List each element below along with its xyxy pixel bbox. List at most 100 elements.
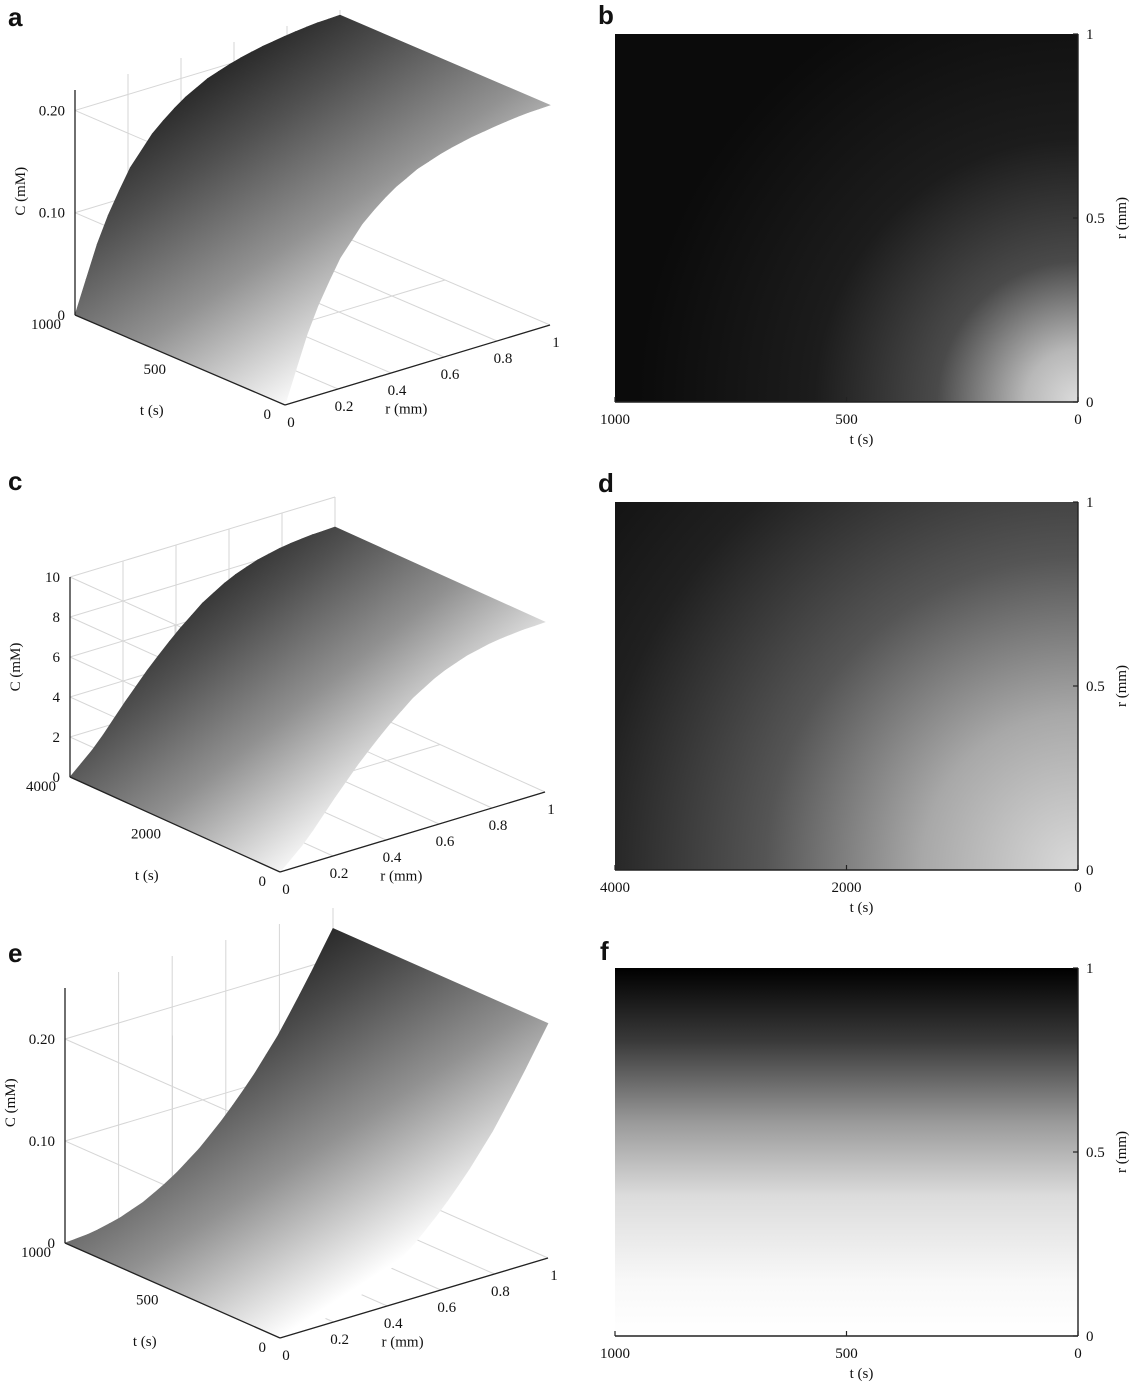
r-tick-0: 0 <box>282 882 290 898</box>
panel-f-r-ticks: 0 0.5 1 <box>1086 961 1105 1345</box>
panel-e-axes <box>64 988 549 1339</box>
surface-strip-23 <box>323 526 546 627</box>
r-tick-0: 0 <box>282 1348 290 1364</box>
panel-d-r-label: r (mm) <box>1114 665 1130 707</box>
panel-f-t-ticks: 1000 500 0 <box>600 1346 1082 1362</box>
t-tick-2: 1000 <box>21 1245 51 1261</box>
z-tick-0: 0 <box>53 770 61 786</box>
panel-b-r-label: r (mm) <box>1114 197 1130 239</box>
r-tick-2: 1 <box>1086 27 1094 43</box>
surface-strip-23 <box>328 14 551 110</box>
r-tick-1: 0.2 <box>330 866 349 882</box>
panel-d-heatmap-area <box>615 502 1078 870</box>
r-axis-line <box>279 791 546 873</box>
surface-strip-23 <box>321 928 549 1047</box>
r-tick-0: 0 <box>1086 395 1094 411</box>
panel-b-axes <box>614 33 1079 403</box>
panel-d-t-ticks: 4000 2000 0 <box>600 880 1082 896</box>
r-tick-1: 0.2 <box>335 399 354 415</box>
r-axis-line <box>284 324 551 406</box>
panel-letter-c: c <box>8 466 22 496</box>
t-tick-2: 0 <box>1074 412 1082 428</box>
t-tick-1: 2000 <box>832 880 862 896</box>
panel-b-r-ticks: 0 0.5 1 <box>1086 27 1105 411</box>
panel-letter-e: e <box>8 938 22 968</box>
panel-letter-b: b <box>598 0 614 30</box>
t-tick-0: 1000 <box>600 412 630 428</box>
panel-d-t-label: t (s) <box>850 900 874 916</box>
t-tick-0: 0 <box>264 407 272 423</box>
r-tick-2: 0.4 <box>388 383 407 399</box>
r-tick-0: 0 <box>287 415 295 431</box>
panel-a-surface <box>74 14 551 406</box>
z-tick-0: 0 <box>48 1236 56 1252</box>
panel-a-z-ticks: 0 0.10 0.20 <box>39 103 65 324</box>
panel-f-axes <box>614 967 1079 1337</box>
panel-c-surface-chart: c 0 2 4 6 8 10 0 2000 4000 0 0.2 0.4 0.6… <box>8 466 555 898</box>
t-axis-line <box>64 1242 281 1339</box>
r-tick-3: 0.6 <box>436 834 455 850</box>
r-tick-5: 1 <box>547 802 555 818</box>
panel-c-r-label: r (mm) <box>380 868 422 884</box>
panel-c-t-label: t (s) <box>135 868 159 884</box>
panel-letter-d: d <box>598 468 614 498</box>
panel-c-t-ticks: 0 2000 4000 <box>26 779 266 890</box>
panel-f-heatmap-chart: f 1000 500 0 0 0.5 1 t (s) r (mm) <box>600 936 1130 1382</box>
panel-a-axes <box>74 90 551 406</box>
r-tick-1: 0.5 <box>1086 679 1105 695</box>
panel-f-t-label: t (s) <box>850 1366 874 1382</box>
t-axis-line <box>69 776 281 873</box>
panel-b-heatmap-chart: b 1000 500 0 0 0.5 1 t (s) r (mm) <box>598 0 1130 448</box>
t-tick-0: 4000 <box>600 880 630 896</box>
panel-e-r-label: r (mm) <box>382 1334 424 1350</box>
panel-f-heatmap-area <box>615 968 1078 1336</box>
z-tick-2: 0.20 <box>29 1032 55 1048</box>
grid-line-c-back-5 <box>69 496 336 578</box>
panel-d-axes <box>614 501 1079 871</box>
r-tick-0: 0 <box>1086 1329 1094 1345</box>
r-tick-2: 0.4 <box>384 1316 403 1332</box>
panel-a-surface-chart: a 0 0.10 0.20 0 500 1000 0 0.2 0.4 0.6 0… <box>8 2 560 431</box>
z-tick-1: 2 <box>53 730 61 746</box>
r-tick-5: 1 <box>550 1268 558 1284</box>
t-tick-1: 500 <box>144 362 167 378</box>
panel-a-c-label: C (mM) <box>13 167 29 216</box>
panel-c-z-ticks: 0 2 4 6 8 10 <box>45 570 61 786</box>
t-axis-line <box>74 314 286 406</box>
panel-a-r-ticks: 0 0.2 0.4 0.6 0.8 1 <box>287 335 560 431</box>
r-tick-1: 0.5 <box>1086 211 1105 227</box>
t-tick-2: 4000 <box>26 779 56 795</box>
panel-c-surface <box>69 526 546 873</box>
z-tick-2: 4 <box>53 690 61 706</box>
t-tick-1: 2000 <box>131 827 161 843</box>
panel-b-t-label: t (s) <box>850 432 874 448</box>
panel-e-r-ticks: 0 0.2 0.4 0.6 0.8 1 <box>282 1268 558 1364</box>
z-tick-1: 0.10 <box>39 206 65 222</box>
z-tick-4: 8 <box>53 610 61 626</box>
panel-a-t-ticks: 0 500 1000 <box>31 317 271 423</box>
z-tick-2: 0.20 <box>39 103 65 119</box>
panel-a-r-label: r (mm) <box>385 401 427 417</box>
panel-e-surface-chart: e 0 0.10 0.20 0 500 1000 0 0.2 0.4 0.6 0… <box>3 908 558 1364</box>
panel-f-r-label: r (mm) <box>1114 1131 1130 1173</box>
t-tick-2: 1000 <box>31 317 61 333</box>
panel-e-t-ticks: 0 500 1000 <box>21 1245 266 1356</box>
floor-grid-r-5 <box>339 234 551 326</box>
panel-c-c-label: C (mM) <box>8 643 24 692</box>
panel-e-c-label: C (mM) <box>3 1078 19 1127</box>
t-tick-1: 500 <box>835 1346 858 1362</box>
r-tick-1: 0.2 <box>330 1332 349 1348</box>
panel-letter-f: f <box>600 936 609 966</box>
r-axis-line <box>279 1257 549 1339</box>
r-tick-2: 1 <box>1086 495 1094 511</box>
r-tick-4: 0.8 <box>494 351 513 367</box>
r-tick-3: 0.6 <box>441 367 460 383</box>
r-tick-5: 1 <box>552 335 560 351</box>
r-tick-4: 0.8 <box>489 818 508 834</box>
panel-e-surface <box>64 928 549 1339</box>
panel-c-axes <box>69 577 546 873</box>
t-tick-0: 0 <box>259 1340 267 1356</box>
z-tick-0: 0 <box>58 308 66 324</box>
r-tick-3: 0.6 <box>437 1300 456 1316</box>
